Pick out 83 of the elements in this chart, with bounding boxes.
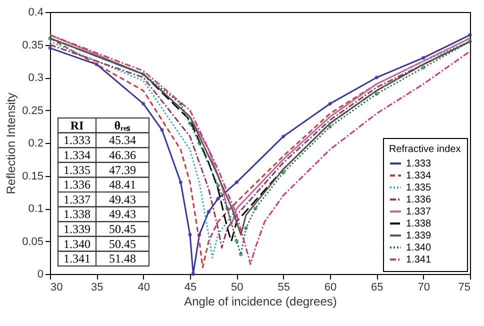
annotation: 1.333 — [64, 133, 90, 148]
point — [141, 102, 146, 106]
point — [281, 170, 286, 174]
annotation: 49.43 — [109, 192, 136, 206]
annotation: 49.43 — [109, 207, 136, 222]
annotation: θᵣₑₛ — [114, 118, 131, 132]
annotation: 1.341 — [64, 252, 90, 266]
legend-label: 1.333 — [406, 158, 432, 170]
point — [244, 226, 248, 230]
annotation: 50.45 — [109, 222, 136, 236]
y-tick-label: 0.4 — [28, 6, 44, 18]
point — [197, 141, 202, 145]
legend-label: 1.341 — [406, 254, 432, 266]
y-tick-label: 0.3 — [28, 72, 44, 84]
point — [188, 232, 192, 237]
annotation: 50.45 — [109, 236, 136, 251]
annotation: 1.339 — [64, 222, 90, 236]
legend-label: 1.337 — [406, 206, 432, 218]
y-tick-label: 0.15 — [22, 170, 44, 182]
y-tick-label: 0 — [37, 268, 44, 280]
point — [374, 92, 379, 96]
x-tick-label: 70 — [418, 282, 430, 294]
point — [328, 102, 332, 106]
x-tick-label: 60 — [324, 282, 337, 294]
x-axis-title: Angle of incidence (degrees) — [184, 294, 337, 308]
x-tick-label: 55 — [278, 282, 290, 294]
point — [94, 62, 99, 66]
legend-label: 1.340 — [406, 242, 432, 254]
annotation: RI — [70, 118, 84, 132]
point — [225, 206, 230, 210]
point — [253, 206, 258, 210]
point — [160, 128, 164, 132]
point — [328, 124, 332, 128]
annotation: 48.41 — [109, 178, 136, 192]
x-tick-label: 75 — [458, 282, 470, 294]
x-tick-label: 35 — [91, 282, 104, 294]
point — [281, 134, 286, 138]
y-tick-label: 0.35 — [22, 39, 44, 52]
annotation: 1.340 — [64, 236, 90, 251]
x-tick-label: 50 — [231, 282, 244, 294]
point — [206, 210, 211, 214]
legend-label: 1.336 — [406, 194, 432, 206]
y-tick-label: 0.05 — [22, 236, 44, 248]
point — [374, 76, 379, 80]
annotation: 1.334 — [64, 148, 90, 162]
point — [191, 272, 196, 276]
annotation: 1.337 — [64, 192, 90, 206]
point — [468, 33, 472, 37]
point — [234, 239, 239, 244]
legend-label: 1.338 — [406, 218, 432, 230]
annotation: 1.338 — [64, 207, 90, 222]
x-tick-label: 40 — [138, 282, 150, 294]
point — [141, 72, 146, 76]
annotation: 45.34 — [109, 133, 136, 148]
legend-title: Refractive index — [389, 144, 461, 155]
x-tick-label: 30 — [50, 282, 63, 294]
y-axis-title: Reflection Intensity — [4, 92, 18, 194]
legend-label: 1.339 — [406, 230, 432, 242]
point — [421, 56, 426, 60]
y-tick-label: 0.25 — [22, 104, 44, 117]
point — [238, 252, 243, 256]
point — [468, 40, 472, 44]
y-tick-label: 0.1 — [28, 203, 44, 215]
annotation: 51.48 — [109, 252, 136, 266]
annotation: 1.335 — [64, 162, 90, 177]
point — [234, 180, 239, 184]
legend-label: 1.335 — [406, 182, 432, 194]
x-tick-label: 45 — [184, 282, 197, 294]
annotation: 47.39 — [109, 162, 136, 177]
point — [188, 121, 192, 126]
x-tick-label: 65 — [371, 282, 384, 294]
point — [421, 66, 426, 70]
y-tick-label: 0.2 — [28, 138, 44, 150]
point — [216, 184, 220, 188]
legend-label: 1.334 — [406, 170, 432, 182]
annotation: 1.336 — [64, 178, 90, 192]
point — [48, 46, 52, 50]
annotation: 46.36 — [109, 148, 136, 162]
point — [197, 232, 202, 237]
point — [48, 36, 52, 40]
point — [178, 102, 183, 106]
point — [178, 180, 183, 184]
point — [216, 196, 220, 201]
